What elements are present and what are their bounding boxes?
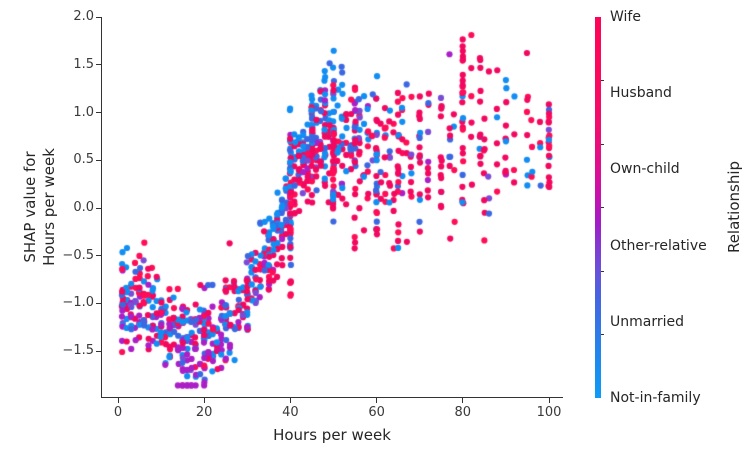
colorbar-tick [601, 334, 604, 335]
y-tick [96, 207, 101, 209]
colorbar-label-husband: Husband [610, 85, 672, 102]
y-tick [96, 350, 101, 352]
x-tick [376, 398, 378, 403]
x-tick-label: 60 [368, 405, 385, 420]
y-axis-spine [101, 17, 102, 398]
x-tick [548, 398, 550, 403]
colorbar-axis-label: Relationship [725, 160, 743, 254]
y-tick-label: 1.0 [73, 104, 94, 120]
colorbar-label-other-relative: Other-relative [610, 237, 707, 254]
x-tick-label: 40 [282, 405, 299, 420]
y-tick [96, 112, 101, 114]
y-tick [96, 302, 101, 304]
y-tick-label: 0.5 [73, 152, 94, 168]
y-tick [96, 159, 101, 161]
x-tick [289, 398, 291, 403]
colorbar-tick [601, 207, 604, 208]
y-tick [96, 64, 101, 66]
x-axis-spine [101, 397, 563, 398]
colorbar-label-unmarried: Unmarried [610, 313, 684, 330]
x-tick-label: 80 [454, 405, 472, 420]
colorbar-tick [601, 80, 604, 81]
colorbar-label-wife: Wife [610, 9, 641, 25]
x-tick-label: 20 [195, 405, 213, 420]
colorbar-label-not-in-family: Not-in-family [610, 390, 701, 406]
y-tick-label: 2.0 [73, 9, 94, 25]
x-axis-label: Hours per week [273, 426, 391, 444]
y-tick-label: −1.5 [62, 343, 94, 359]
y-tick [96, 255, 101, 257]
y-tick-label: −1.0 [62, 295, 94, 311]
x-tick [462, 398, 464, 403]
x-tick [203, 398, 205, 403]
x-tick-label: 0 [113, 405, 123, 420]
y-axis-label: SHAP value for Hours per week [21, 148, 58, 266]
x-tick [117, 398, 119, 403]
colorbar-tick [601, 143, 604, 145]
y-tick-label: 0.0 [73, 200, 94, 215]
x-tick-label: 100 [536, 405, 562, 420]
colorbar-label-own-child: Own-child [610, 161, 680, 178]
colorbar-tick [601, 270, 604, 272]
y-tick-label: −0.5 [62, 247, 94, 263]
y-tick [96, 16, 101, 18]
colorbar-gradient [595, 17, 601, 398]
y-tick-label: 1.5 [73, 56, 94, 72]
